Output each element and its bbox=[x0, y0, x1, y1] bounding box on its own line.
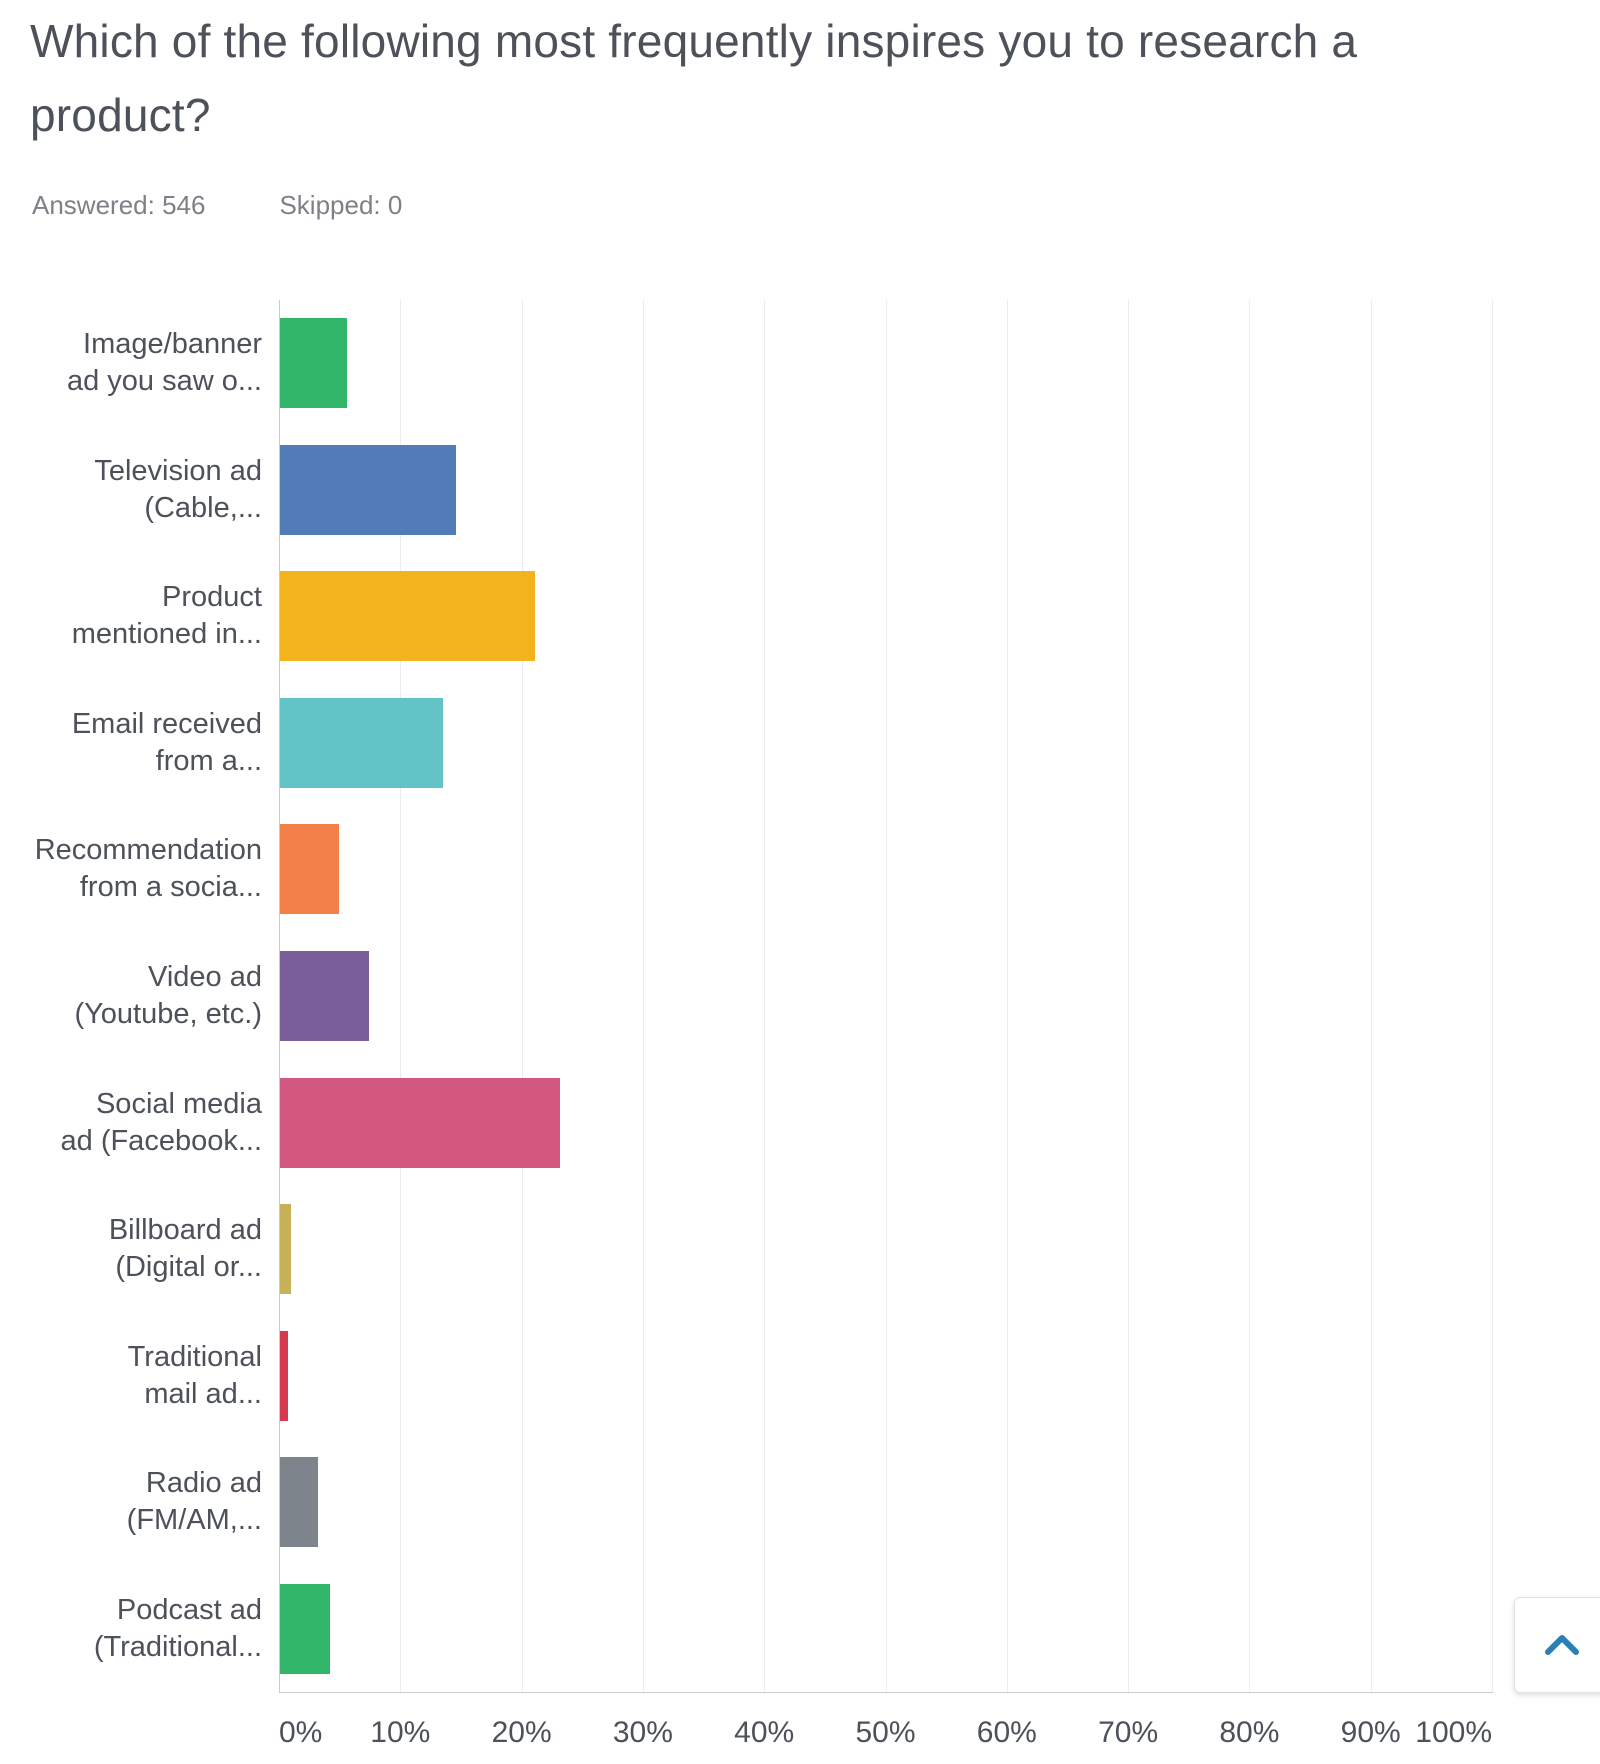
bar bbox=[280, 697, 443, 788]
chevron-up-icon bbox=[1545, 1635, 1579, 1655]
x-tick-label: 90% bbox=[1340, 1716, 1401, 1749]
category-label-line: Traditional bbox=[127, 1340, 262, 1373]
x-tick-label: 30% bbox=[612, 1716, 673, 1749]
question-title: Which of the following most frequently i… bbox=[30, 15, 1358, 141]
x-tick-label: 60% bbox=[976, 1716, 1037, 1749]
category-label-line: Television ad bbox=[94, 454, 262, 487]
category-label: Image/banner ad you saw o... bbox=[0, 300, 262, 427]
category-label-line: Social media bbox=[95, 1087, 262, 1120]
x-tick-label: 100% bbox=[1415, 1716, 1492, 1749]
gridline bbox=[1006, 300, 1008, 1692]
category-label: Radio ad (FM/AM,... bbox=[0, 1439, 262, 1566]
category-label: Social media ad (Facebook... bbox=[0, 1059, 263, 1186]
y-axis-line bbox=[279, 300, 280, 1692]
answered-count: Answered: 546 bbox=[32, 190, 206, 220]
x-tick-label: 10% bbox=[370, 1716, 431, 1749]
category-label-line: ad you saw o... bbox=[66, 365, 262, 398]
gridline bbox=[764, 300, 766, 1692]
category-label-line: (Youtube, etc.) bbox=[74, 997, 262, 1030]
gridline bbox=[1370, 300, 1372, 1692]
category-label-line: from a socia... bbox=[79, 871, 262, 904]
x-tick-label: 80% bbox=[1219, 1716, 1280, 1749]
bar bbox=[280, 1330, 289, 1421]
category-label-line: (Traditional... bbox=[93, 1630, 262, 1663]
x-tick-label: 50% bbox=[855, 1716, 916, 1749]
category-label-line: Video ad bbox=[148, 960, 262, 993]
x-tick-label: 40% bbox=[734, 1716, 795, 1749]
x-tick-label: 0% bbox=[279, 1716, 323, 1749]
bar bbox=[280, 824, 340, 915]
x-axis-line bbox=[279, 1692, 1493, 1693]
bar bbox=[280, 1457, 318, 1548]
gridline bbox=[885, 300, 887, 1692]
category-label: Billboard ad (Digital or... bbox=[0, 1186, 262, 1313]
bar bbox=[280, 1077, 561, 1168]
bar bbox=[280, 1583, 330, 1674]
category-label: Video ad (Youtube, etc.) bbox=[0, 933, 262, 1060]
bar bbox=[280, 1204, 291, 1295]
category-label: Recommendation from a socia... bbox=[0, 806, 262, 933]
category-label: Television ad (Cable,... bbox=[0, 427, 262, 554]
gridline bbox=[642, 300, 644, 1692]
category-label-line: (Digital or... bbox=[115, 1251, 262, 1284]
category-label: Podcast ad (Traditional... bbox=[0, 1565, 262, 1692]
scroll-to-top-button[interactable] bbox=[1514, 1597, 1600, 1693]
gridline bbox=[1492, 300, 1493, 1692]
category-label-line: ad (Facebook... bbox=[60, 1124, 263, 1157]
category-label-line: Image/banner bbox=[83, 328, 262, 361]
category-label-line: Billboard ad bbox=[108, 1214, 262, 1247]
category-label-line: Product bbox=[162, 581, 262, 614]
bar bbox=[280, 444, 456, 535]
category-label-line: Email received bbox=[71, 707, 262, 740]
bar bbox=[280, 951, 369, 1041]
x-tick-label: 70% bbox=[1098, 1716, 1159, 1749]
category-label: Email received from a... bbox=[0, 680, 262, 807]
gridline bbox=[400, 300, 402, 1692]
category-label-line: from a... bbox=[155, 744, 262, 777]
response-stats: Answered: 546 Skipped: 0 bbox=[32, 190, 402, 221]
category-label-line: Recommendation bbox=[34, 834, 262, 867]
category-label-line: mail ad... bbox=[144, 1377, 262, 1410]
category-label-line: Radio ad bbox=[145, 1467, 262, 1500]
gridline bbox=[521, 300, 523, 1692]
category-label: Traditional mail ad... bbox=[0, 1312, 262, 1439]
gridline bbox=[1128, 300, 1130, 1692]
skipped-count: Skipped: 0 bbox=[279, 190, 403, 220]
category-label: Product mentioned in... bbox=[0, 553, 262, 680]
bar bbox=[280, 318, 347, 409]
bar bbox=[280, 571, 535, 662]
category-label-line: mentioned in... bbox=[71, 618, 262, 651]
gridline bbox=[1249, 300, 1251, 1692]
category-label-line: Podcast ad bbox=[116, 1593, 262, 1626]
category-label-line: (FM/AM,... bbox=[126, 1504, 262, 1537]
category-label-line: (Cable,... bbox=[144, 491, 262, 524]
x-tick-label: 20% bbox=[491, 1716, 552, 1749]
